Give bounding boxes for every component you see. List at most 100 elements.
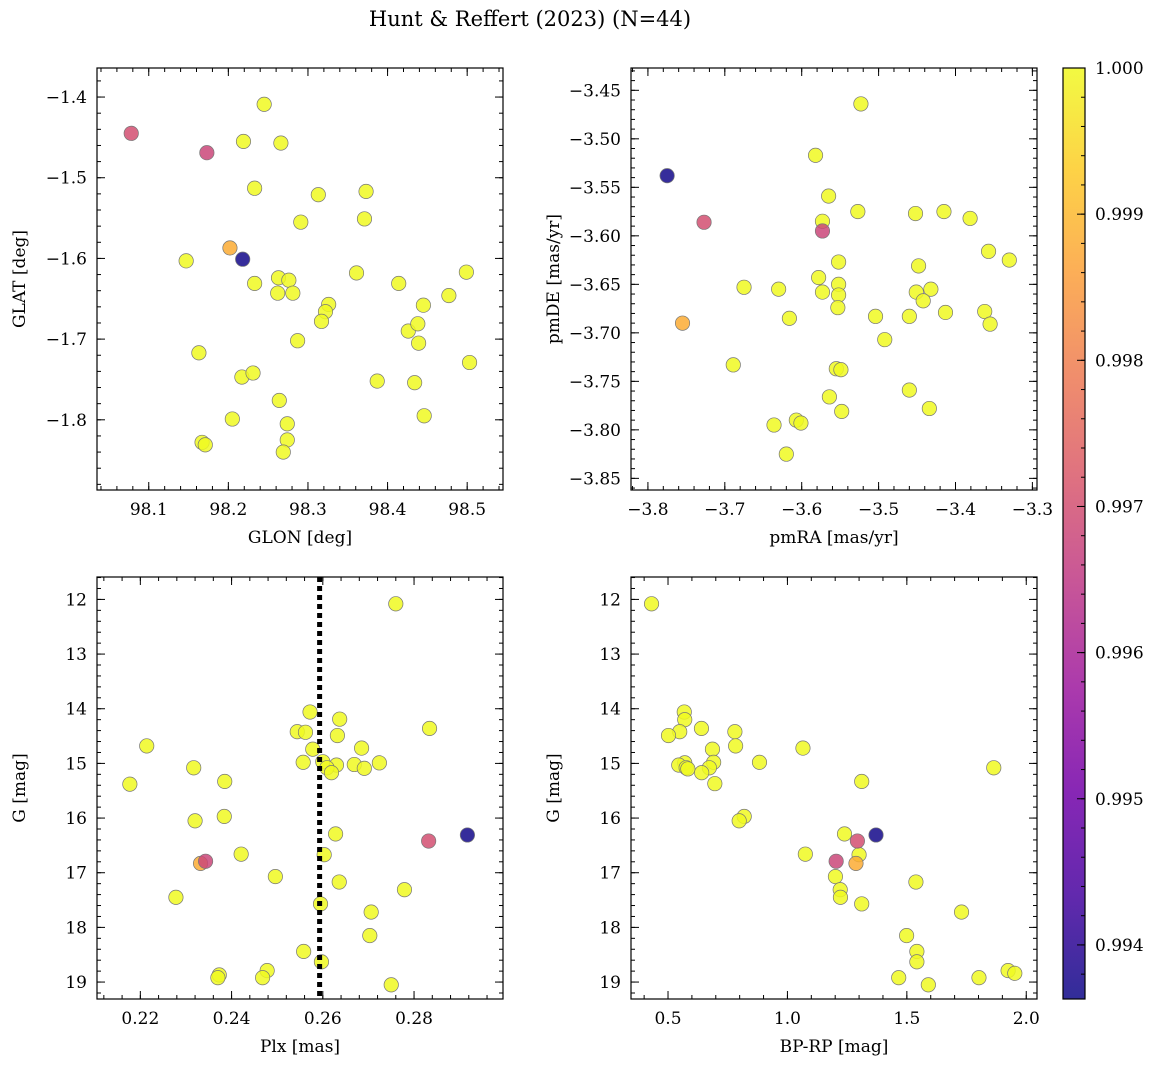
data-point [279,416,295,432]
data-point [643,596,660,612]
data-point [233,846,249,862]
data-point [371,755,387,771]
colorbar-tick-label: 0.999 [1095,205,1144,225]
data-point [356,760,372,776]
colorbar-tick-label: 0.994 [1095,936,1144,956]
data-point [354,740,370,756]
data-point [383,977,399,993]
data-point [139,738,155,754]
data-point [962,210,978,226]
y-tick-label: 19 [599,973,621,993]
colorbar-gradient [1063,68,1085,999]
data-point [302,704,318,720]
data-point [814,223,831,239]
data-point [222,240,238,256]
y-axis-label: G [mag] [10,753,30,822]
data-point [421,833,437,849]
data-point [441,287,457,304]
data-point [273,135,289,151]
data-point [707,776,723,792]
data-point [907,205,924,222]
data-point [197,437,213,453]
data-point [831,254,847,270]
data-point [422,720,438,736]
y-tick-label: 17 [65,864,87,884]
x-tick-label: −3.6 [781,500,822,520]
data-point [358,183,374,200]
data-point [849,833,865,849]
x-tick-label: −3.3 [1012,500,1053,520]
data-point [909,954,925,970]
data-point [271,392,287,408]
y-axis-label: GLAT [deg] [10,230,30,328]
data-point [901,308,917,324]
data-point [915,293,931,309]
data-point [332,711,348,727]
data-point [877,332,893,348]
data-point [295,754,311,770]
data-point [704,741,720,757]
data-point [235,251,251,267]
data-point [391,275,407,291]
data-point [795,740,811,756]
data-point [821,188,837,204]
x-tick-label: 2.0 [1013,1009,1040,1029]
data-point [674,315,691,331]
data-point [198,853,214,869]
data-point [267,869,283,885]
y-tick-label: −3.60 [569,227,621,247]
data-point [831,287,847,303]
data-points [659,96,1017,462]
x-tick-label: 0.24 [213,1009,251,1029]
data-point [224,411,240,427]
data-point [290,333,306,349]
data-point [751,754,768,770]
data-point [407,375,423,391]
x-tick-label: 0.22 [121,1009,159,1029]
x-axis-label: GLON [deg] [248,528,352,548]
data-point [923,281,939,297]
data-point [168,889,184,905]
data-point [854,773,870,789]
data-point [363,904,379,920]
data-points [122,596,475,993]
data-point [255,970,271,986]
scatter-pmra-pmde: −3.8 −3.7 −3.6 −3.5 −3.4 −3.3 −3.45 −3.50 −3.55 −… [544,67,1053,548]
y-tick-label: −1.5 [46,169,87,189]
y-tick-label: −1.6 [46,249,87,269]
data-point [462,354,478,371]
y-tick-label: −3.65 [569,275,621,295]
x-tick-label: −3.4 [935,500,976,520]
x-tick-label: 0.5 [654,1009,681,1029]
data-point [329,727,345,744]
x-tick-label: 1.5 [893,1009,920,1029]
data-point [725,357,741,373]
data-point [122,776,138,792]
data-point [971,970,987,986]
x-tick-label: 98.5 [448,500,486,520]
x-tick-label: 98.4 [369,500,407,520]
y-tick-label: 18 [599,918,621,938]
data-points [123,96,478,460]
data-point [362,928,378,944]
x-axis-label: BP-RP [mag] [780,1037,889,1057]
data-point [281,272,297,288]
data-point [659,168,675,184]
ticks [631,68,1037,490]
y-tick-label: 12 [599,590,621,610]
ticks [631,577,1037,999]
x-tick-label: 0.26 [304,1009,342,1029]
data-point [123,125,139,141]
data-point [285,285,301,301]
scatter-bprp-g: 0.5 1.0 1.5 2.0 12 13 14 15 16 17 18 19 BP-RP [mag] G… [544,576,1040,1057]
data-point [275,444,291,460]
data-point [660,727,677,744]
colorbar-tick-label: 0.998 [1095,351,1144,371]
ticks [97,68,503,490]
data-point [396,882,413,898]
y-tick-label: 12 [65,590,87,610]
scatter-glon-glat: 98.1 98.2 98.3 98.4 98.5 −1.4 −1.5 −1.6 −1.7 −1.8… [10,67,504,548]
data-point [830,300,846,316]
data-point [771,281,787,297]
